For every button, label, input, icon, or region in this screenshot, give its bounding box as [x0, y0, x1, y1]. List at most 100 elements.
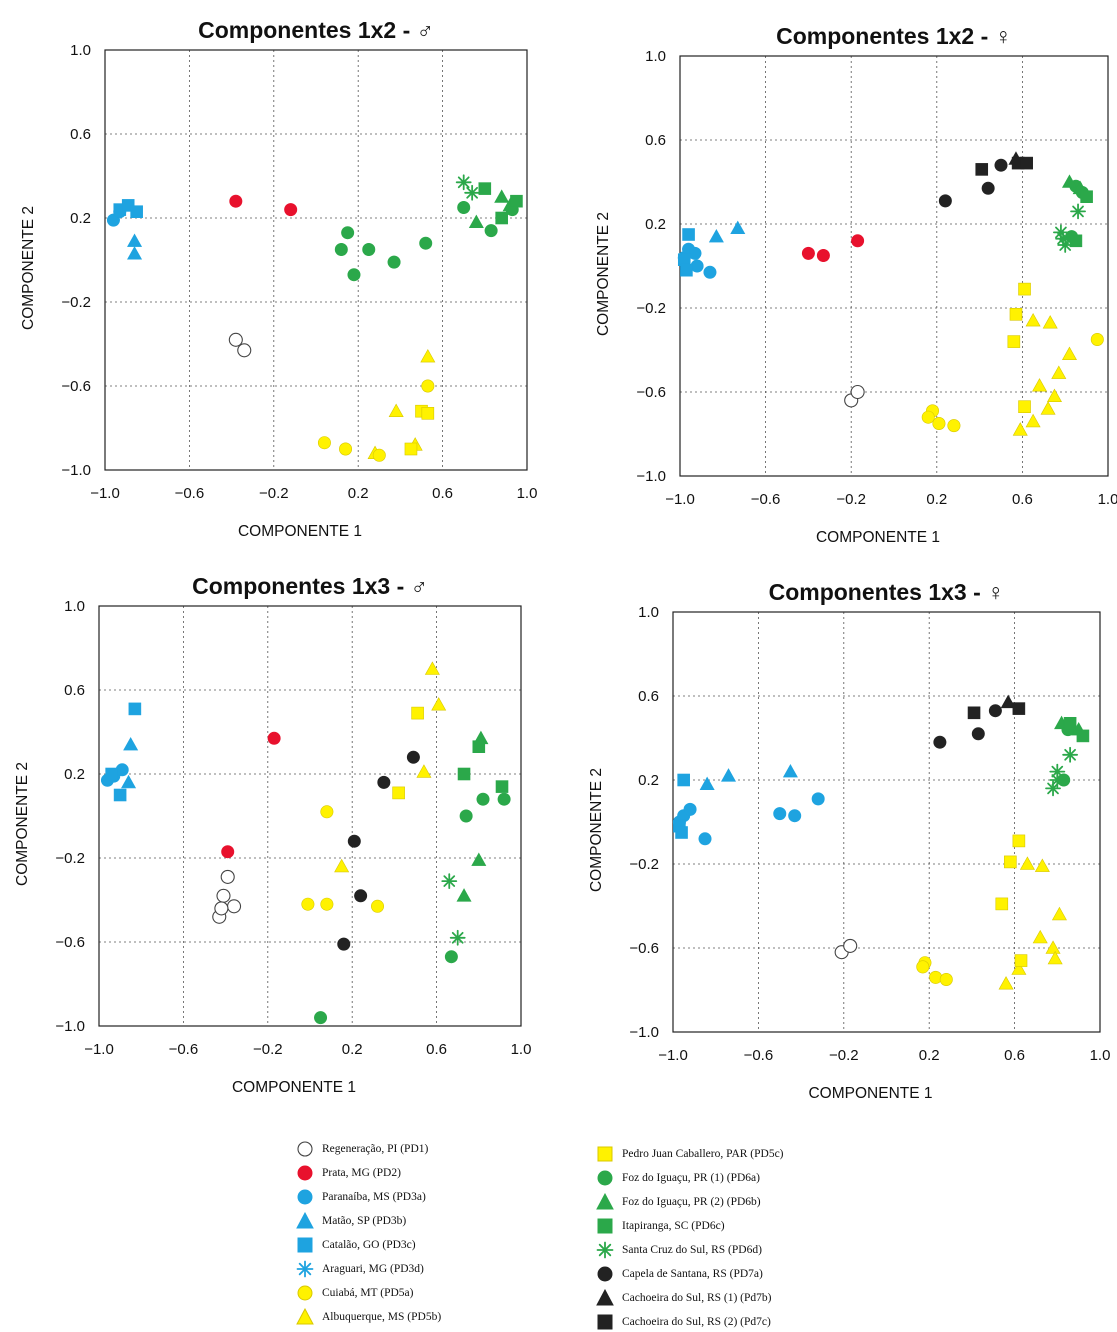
data-point: [354, 889, 368, 903]
data-point: [1032, 378, 1048, 392]
legend-item: Matão, SP (PD3b): [296, 1212, 406, 1230]
data-point: [994, 158, 1008, 172]
series-circle-open-white: [212, 869, 242, 924]
data-point: [468, 214, 484, 228]
data-point: [1055, 230, 1071, 247]
legend-label: Pedro Juan Caballero, PAR (PD5c): [622, 1148, 784, 1160]
data-point: [347, 834, 361, 848]
data-point: [1090, 332, 1104, 346]
x-axis-label: COMPONENTE 1: [808, 1085, 932, 1102]
data-point: [782, 763, 798, 778]
data-point: [105, 767, 118, 781]
data-point: [387, 255, 401, 269]
legend-label: Cuiabá, MT (PD5a): [322, 1287, 414, 1299]
x-tick-label: 0.2: [348, 485, 369, 502]
data-point: [421, 379, 435, 393]
x-tick-label: 0.2: [342, 1041, 363, 1058]
legend-marker-icon: [597, 1314, 613, 1330]
series-triangle-yellow: [367, 348, 436, 460]
data-point: [1025, 413, 1041, 428]
data-point: [334, 858, 350, 873]
y-axis-label: COMPONENTE 2: [20, 206, 37, 330]
data-point: [421, 406, 435, 420]
data-point: [1040, 401, 1056, 415]
legend-label: Paranaíba, MS (PD3a): [322, 1191, 426, 1203]
legend-label: Santa Cruz do Sul, RS (PD6d): [622, 1244, 762, 1256]
series-circle-red: [801, 234, 865, 263]
data-point: [431, 697, 447, 711]
y-tick-label: −0.2: [61, 294, 91, 311]
series-triangle-green: [468, 189, 518, 228]
data-point: [851, 234, 865, 248]
data-point: [1061, 174, 1077, 188]
series-triangle-yellow: [1012, 312, 1077, 436]
series-triangle-cyan: [121, 736, 139, 789]
legend-label: Itapiranga, SC (PD6c): [622, 1220, 725, 1232]
series-circle-black: [938, 158, 1008, 208]
y-tick-label: −0.6: [629, 940, 659, 957]
data-point: [971, 727, 985, 741]
series-circle-red: [221, 731, 281, 859]
y-tick-label: 1.0: [64, 598, 85, 615]
x-tick-label: −0.6: [175, 485, 205, 502]
y-tick-label: −1.0: [629, 1024, 659, 1041]
legend-marker-icon: [596, 1289, 614, 1306]
data-point: [464, 184, 481, 201]
legend-marker-icon: [597, 1266, 613, 1282]
data-point: [411, 706, 424, 720]
x-tick-label: −1.0: [658, 1047, 688, 1064]
legend-marker-icon: [297, 1141, 313, 1157]
plot-frame: [672, 611, 1101, 1033]
data-point: [456, 888, 472, 902]
data-point: [419, 236, 433, 250]
x-tick-label: −0.6: [744, 1047, 774, 1064]
data-point: [995, 897, 1009, 911]
legend-item: Foz do Iguaçu, PR (1) (PD6a): [596, 1169, 760, 1187]
series-triangle-cyan: [708, 220, 746, 243]
legend-item: Regeneração, PI (PD1): [296, 1140, 428, 1158]
legend-item: Pedro Juan Caballero, PAR (PD5c): [596, 1145, 784, 1163]
data-point: [773, 807, 787, 821]
x-axis-label: COMPONENTE 1: [238, 523, 362, 540]
series-circle-open-white: [844, 384, 865, 408]
data-point: [301, 897, 315, 911]
data-point: [947, 419, 961, 433]
data-point: [1000, 694, 1016, 709]
data-point: [1080, 190, 1093, 203]
data-point: [1070, 203, 1086, 220]
data-point: [510, 194, 523, 208]
x-tick-label: 1.0: [517, 485, 538, 502]
y-tick-label: −0.6: [55, 934, 85, 951]
y-tick-label: −0.2: [55, 850, 85, 867]
data-point: [788, 809, 802, 823]
legend-label: Capela de Santana, RS (PD7a): [622, 1268, 763, 1280]
plot-frame: [104, 49, 528, 471]
series-square-yellow: [995, 834, 1028, 967]
legend-item: Albuquerque, MS (PD5b): [296, 1308, 441, 1326]
data-point: [476, 792, 490, 806]
legend-label: Albuquerque, MS (PD5b): [322, 1311, 442, 1323]
y-tick-label: 0.2: [638, 772, 659, 789]
data-point: [334, 243, 348, 257]
data-point: [1045, 940, 1061, 954]
chart-panel-3: −1.0 −0.6 −0.2 0.2 0.6 1.0 1.0 0.6 0.2 −0.2 −0.6 −1…: [14, 573, 531, 1096]
legend-item: Catalão, GO (PD3c): [296, 1236, 416, 1254]
data-point: [455, 174, 472, 191]
x-tick-label: 0.6: [426, 1041, 447, 1058]
data-point: [1018, 282, 1031, 296]
data-point: [459, 809, 473, 823]
x-tick-label: −0.2: [259, 485, 289, 502]
data-point: [680, 263, 693, 277]
data-point: [1042, 315, 1058, 329]
data-point: [1004, 855, 1017, 869]
legend-marker-icon: [597, 1146, 613, 1162]
data-point: [816, 249, 830, 263]
data-point: [237, 343, 252, 358]
data-point: [1051, 906, 1067, 921]
x-tick-label: −1.0: [665, 491, 695, 508]
data-point: [1034, 858, 1050, 872]
data-point: [1062, 746, 1079, 763]
data-point: [420, 348, 436, 363]
legend-marker-icon: [296, 1260, 314, 1278]
legend-marker-icon: [297, 1189, 313, 1205]
